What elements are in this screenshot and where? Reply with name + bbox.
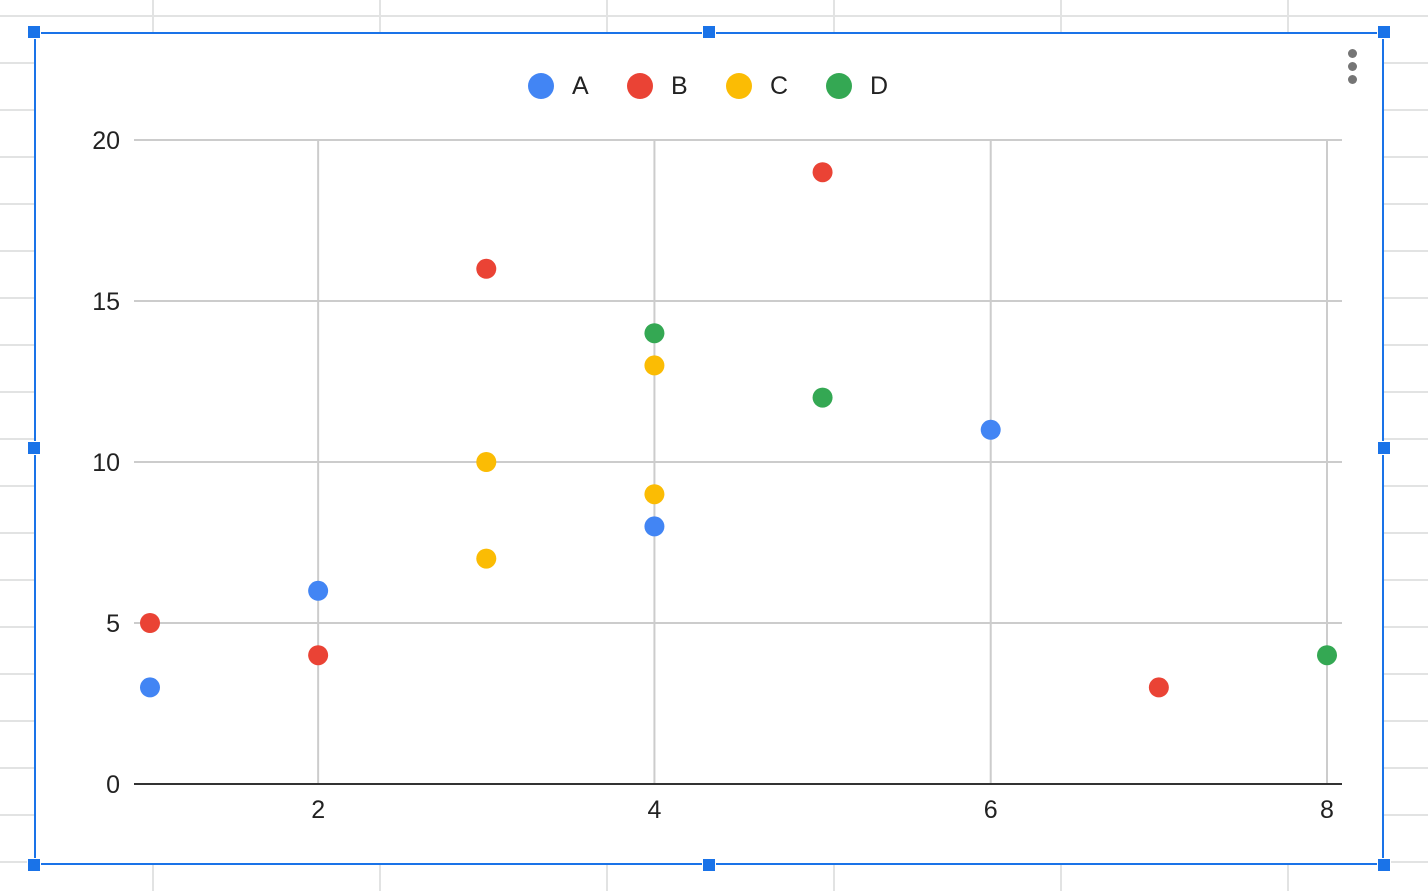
data-point-d[interactable]	[644, 323, 665, 344]
legend-item-d[interactable]: D	[826, 72, 888, 100]
gridlines	[134, 139, 1342, 784]
data-point-c[interactable]	[644, 355, 665, 376]
legend-marker	[627, 73, 653, 99]
y-tick-label: 5	[106, 610, 120, 638]
resize-handle-left[interactable]	[27, 441, 41, 455]
x-tick-label: 6	[984, 796, 998, 824]
resize-handle-bottom[interactable]	[702, 858, 716, 872]
x-tick-label: 4	[647, 796, 661, 824]
resize-handle-bottom-right[interactable]	[1377, 858, 1391, 872]
legend-item-b[interactable]: B	[627, 72, 688, 100]
x-tick-label: 2	[311, 796, 325, 824]
legend-marker	[528, 73, 554, 99]
legend-label: D	[870, 72, 888, 100]
data-point-a[interactable]	[308, 580, 329, 601]
x-axis-tick-labels: 2 4 6 8	[311, 796, 1334, 824]
menu-dot	[1347, 74, 1357, 84]
data-point-b[interactable]	[1148, 677, 1169, 698]
resize-handle-right[interactable]	[1377, 441, 1391, 455]
data-point-b[interactable]	[812, 162, 833, 183]
resize-handle-top-right[interactable]	[1377, 25, 1391, 39]
data-point-d[interactable]	[812, 387, 833, 408]
data-point-c[interactable]	[476, 548, 497, 569]
data-point-c[interactable]	[644, 484, 665, 505]
data-point-a[interactable]	[140, 677, 160, 698]
legend: A B C D	[528, 72, 888, 100]
y-tick-label: 15	[92, 288, 120, 316]
more-vert-icon[interactable]	[1338, 46, 1366, 86]
legend-item-c[interactable]: C	[726, 72, 788, 100]
data-point-a[interactable]	[644, 516, 665, 537]
data-point-b[interactable]	[476, 258, 497, 279]
y-axis-tick-labels: 0 5 10 15 20	[92, 127, 120, 799]
menu-dot	[1347, 48, 1357, 58]
data-point-a[interactable]	[980, 419, 1001, 440]
legend-label: A	[572, 72, 589, 100]
data-point-b[interactable]	[308, 645, 329, 666]
data-points	[140, 162, 1337, 698]
data-point-d[interactable]	[1317, 645, 1337, 666]
y-tick-label: 10	[92, 449, 120, 477]
resize-handle-top-left[interactable]	[27, 25, 41, 39]
x-tick-label: 8	[1320, 796, 1334, 824]
legend-marker	[726, 73, 752, 99]
resize-handle-bottom-left[interactable]	[27, 858, 41, 872]
legend-marker	[826, 73, 852, 99]
data-point-b[interactable]	[140, 613, 160, 633]
resize-handle-top[interactable]	[702, 25, 716, 39]
legend-label: C	[770, 72, 788, 100]
y-tick-label: 0	[106, 771, 120, 799]
legend-item-a[interactable]: A	[528, 72, 589, 100]
menu-dot	[1347, 61, 1357, 71]
y-tick-label: 20	[92, 127, 120, 155]
data-point-c[interactable]	[476, 452, 497, 472]
legend-label: B	[671, 72, 688, 100]
